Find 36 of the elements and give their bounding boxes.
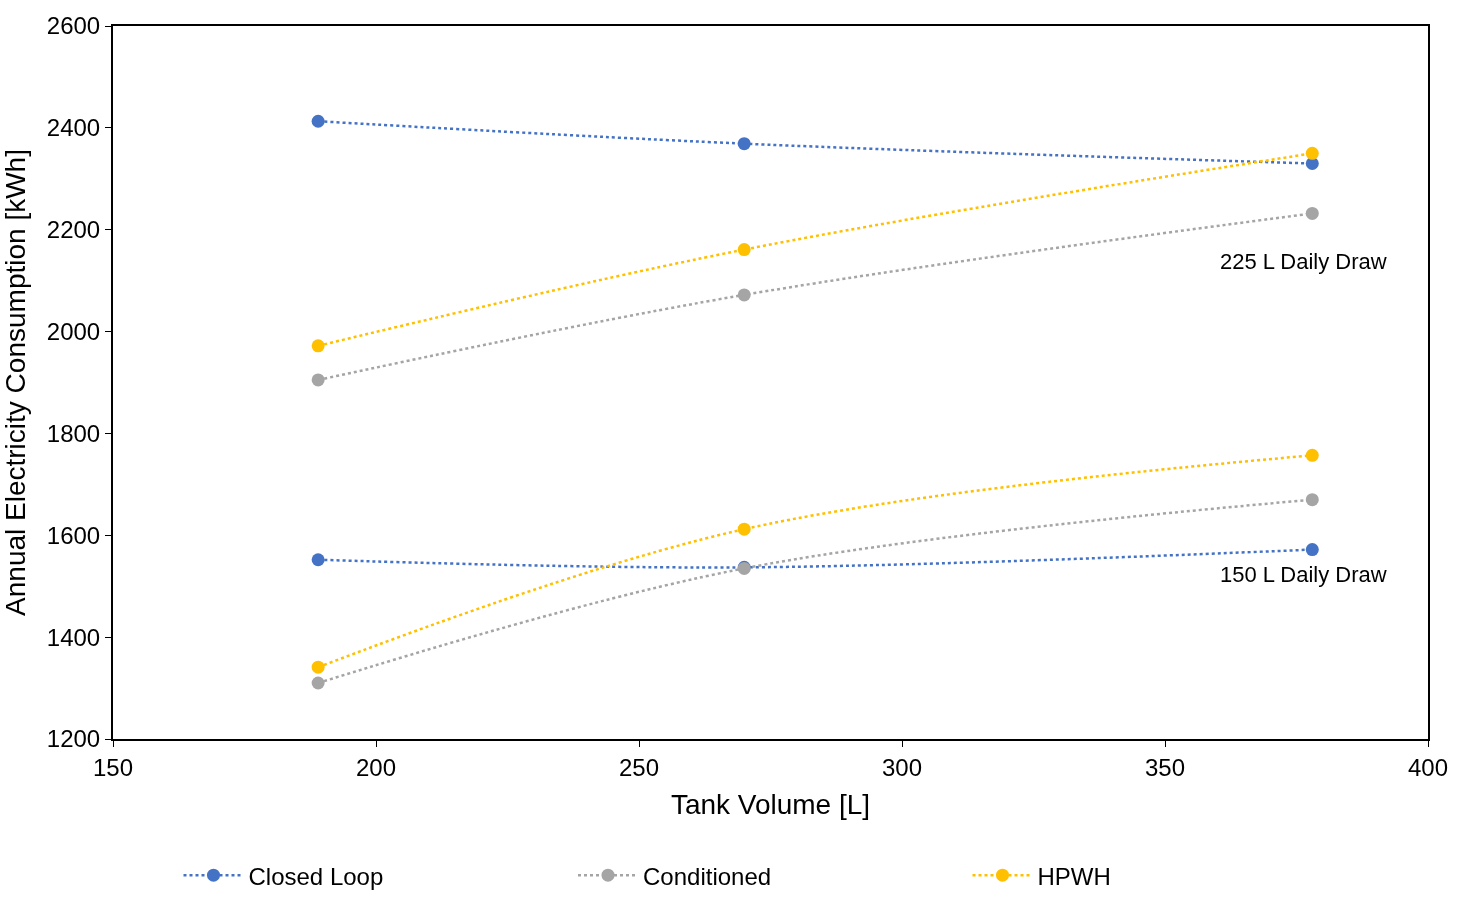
point — [1305, 146, 1319, 160]
y-tick-label: 1600 — [46, 521, 101, 549]
point — [737, 288, 751, 302]
point — [737, 522, 751, 536]
y-tick-label: 2200 — [46, 216, 101, 244]
point — [737, 137, 751, 151]
point — [311, 114, 325, 128]
point — [1305, 493, 1319, 507]
legend-label: Conditioned — [643, 862, 772, 890]
legend-label: Closed Loop — [248, 862, 384, 890]
point — [311, 339, 325, 353]
y-tick-label: 2600 — [46, 12, 101, 40]
legend-label: HPWH — [1037, 862, 1111, 890]
point — [311, 373, 325, 387]
y-axis-title: Annual Electricity Consumption [kWh] — [0, 149, 31, 616]
y-tick-label: 2400 — [46, 114, 101, 142]
point — [311, 553, 325, 567]
x-tick-label: 200 — [355, 753, 397, 781]
point — [1305, 206, 1319, 220]
point — [1305, 448, 1319, 462]
x-tick-label: 150 — [92, 753, 134, 781]
x-axis-title: Tank Volume [L] — [670, 789, 871, 821]
x-tick-label: 250 — [618, 753, 660, 781]
point — [737, 243, 751, 257]
point — [311, 676, 325, 690]
x-tick-label: 300 — [881, 753, 923, 781]
x-tick-label: 400 — [1407, 753, 1449, 781]
y-tick-label: 1800 — [46, 419, 101, 447]
y-tick-label: 1400 — [46, 623, 101, 651]
annotation: 150 L Daily Draw — [1220, 562, 1387, 587]
point — [311, 660, 325, 674]
y-tick-label: 1200 — [46, 725, 101, 753]
y-tick-label: 2000 — [46, 317, 101, 345]
x-tick-label: 350 — [1144, 753, 1186, 781]
point — [1305, 543, 1319, 557]
annotation: 225 L Daily Draw — [1220, 249, 1387, 274]
